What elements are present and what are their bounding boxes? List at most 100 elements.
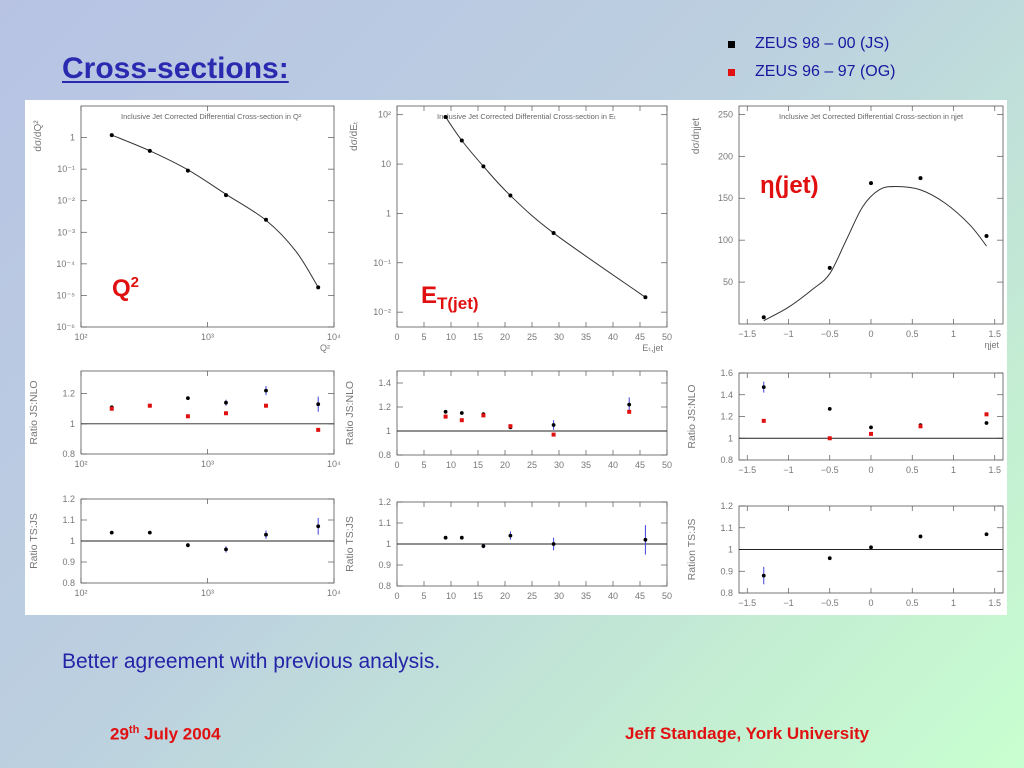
data-point-js xyxy=(509,534,513,538)
x-tick-label: 5 xyxy=(421,591,426,601)
data-point-og xyxy=(460,418,464,422)
data-point-js xyxy=(627,403,631,407)
x-tick-label: 45 xyxy=(635,591,645,601)
x-tick-label: 0 xyxy=(868,329,873,339)
x-tick-label: 10³ xyxy=(201,588,214,598)
x-tick-label: 20 xyxy=(500,460,510,470)
data-point-og xyxy=(264,404,268,408)
data-point xyxy=(828,266,832,270)
data-point-js xyxy=(985,421,989,425)
y-tick-label: 1.1 xyxy=(62,515,75,525)
data-point xyxy=(919,176,923,180)
data-point-og xyxy=(919,424,923,428)
x-tick-label: 5 xyxy=(421,460,426,470)
data-point-js xyxy=(110,531,114,535)
data-point-og xyxy=(224,411,228,415)
data-point-js xyxy=(460,411,464,415)
x-tick-label: −0.5 xyxy=(821,329,839,339)
x-tick-label: 35 xyxy=(581,460,591,470)
x-tick-label: 20 xyxy=(500,332,510,342)
y-tick-label: 1 xyxy=(386,539,391,549)
y-tick-label: 250 xyxy=(718,109,733,119)
y-axis-label: Ratio JS:NLO xyxy=(28,380,40,444)
data-point-js xyxy=(919,535,923,539)
data-point-og xyxy=(552,433,556,437)
x-tick-label: 1 xyxy=(951,598,956,608)
x-axis-label: ηjet xyxy=(984,340,999,350)
x-tick-label: 10⁴ xyxy=(327,332,341,342)
data-point-js xyxy=(186,543,190,547)
data-point-js xyxy=(869,425,873,429)
data-point-js xyxy=(444,536,448,540)
y-tick-label: 1.2 xyxy=(378,497,391,507)
x-tick-label: 10³ xyxy=(201,459,214,469)
y-tick-label: 0.8 xyxy=(62,449,75,459)
data-point-js xyxy=(869,545,873,549)
y-tick-label: 1 xyxy=(728,433,733,443)
y-tick-label: 1.4 xyxy=(378,378,391,388)
y-tick-label: 1 xyxy=(728,545,733,555)
x-tick-label: 10⁴ xyxy=(327,588,341,598)
footer-date-rest: July 2004 xyxy=(139,725,220,744)
y-tick-label: 0.8 xyxy=(378,581,391,591)
y-tick-label: 0.8 xyxy=(720,455,733,465)
chart-title: Inclusive Jet Corrected Differential Cro… xyxy=(121,112,302,121)
y-tick-label: 0.9 xyxy=(720,566,733,576)
x-tick-label: 45 xyxy=(635,332,645,342)
plot-panel-1 xyxy=(342,100,682,615)
x-tick-label: 50 xyxy=(662,460,672,470)
data-point-js xyxy=(224,401,228,405)
x-tick-label: −1 xyxy=(783,329,793,339)
y-axis-label: dσ/dQ² xyxy=(33,120,44,152)
chart-label-main: Q xyxy=(112,275,131,302)
y-axis-label: Ratio JS:NLO xyxy=(686,384,698,448)
data-point xyxy=(985,234,989,238)
x-tick-label: 0 xyxy=(394,332,399,342)
data-point xyxy=(224,193,228,197)
y-tick-label: 1.6 xyxy=(720,368,733,378)
data-point xyxy=(643,295,647,299)
y-axis-label: dσ/dEₜ xyxy=(349,121,360,151)
x-tick-label: 0.5 xyxy=(906,329,919,339)
y-tick-label: 1 xyxy=(386,426,391,436)
x-axis-label: Q² xyxy=(320,343,330,353)
data-point-js xyxy=(148,531,152,535)
footer-date-sup: th xyxy=(129,724,139,736)
y-tick-label: 0.8 xyxy=(378,450,391,460)
chart-label-sub: T(jet) xyxy=(437,294,479,313)
data-point-js xyxy=(316,524,320,528)
x-tick-label: 0 xyxy=(868,465,873,475)
y-tick-label: 1.2 xyxy=(62,494,75,504)
data-point xyxy=(186,169,190,173)
x-tick-label: 10 xyxy=(446,591,456,601)
x-tick-label: 10⁴ xyxy=(327,459,341,469)
x-tick-label: 0 xyxy=(868,598,873,608)
chart-label-main: η(jet) xyxy=(760,172,819,199)
y-tick-label: 10² xyxy=(378,110,391,120)
x-tick-label: 1.5 xyxy=(988,598,1001,608)
x-tick-label: 20 xyxy=(500,591,510,601)
data-point xyxy=(481,164,485,168)
x-tick-label: 15 xyxy=(473,591,483,601)
data-point-js xyxy=(224,548,228,552)
data-point-og xyxy=(828,436,832,440)
y-tick-label: 10⁻⁵ xyxy=(57,290,76,300)
y-tick-label: 1.2 xyxy=(720,501,733,511)
chart-title: Inclusive Jet Corrected Differential Cro… xyxy=(437,112,616,121)
chart-label-main: E xyxy=(421,282,437,309)
data-point-js xyxy=(264,389,268,393)
y-tick-label: 1 xyxy=(386,208,391,218)
y-tick-label: 1 xyxy=(70,536,75,546)
x-axis-label: Eₜ,jet xyxy=(642,343,663,353)
data-point-og xyxy=(985,412,989,416)
data-point xyxy=(508,194,512,198)
y-tick-label: 50 xyxy=(723,277,733,287)
data-point xyxy=(869,181,873,185)
data-point-js xyxy=(482,544,486,548)
chart-label: η(jet) xyxy=(760,172,819,199)
data-point-js xyxy=(828,407,832,411)
x-tick-label: −1.5 xyxy=(738,598,756,608)
chart-title: Inclusive Jet Corrected Differential Cro… xyxy=(779,112,964,121)
y-tick-label: 10 xyxy=(381,159,391,169)
x-tick-label: 10² xyxy=(74,332,87,342)
